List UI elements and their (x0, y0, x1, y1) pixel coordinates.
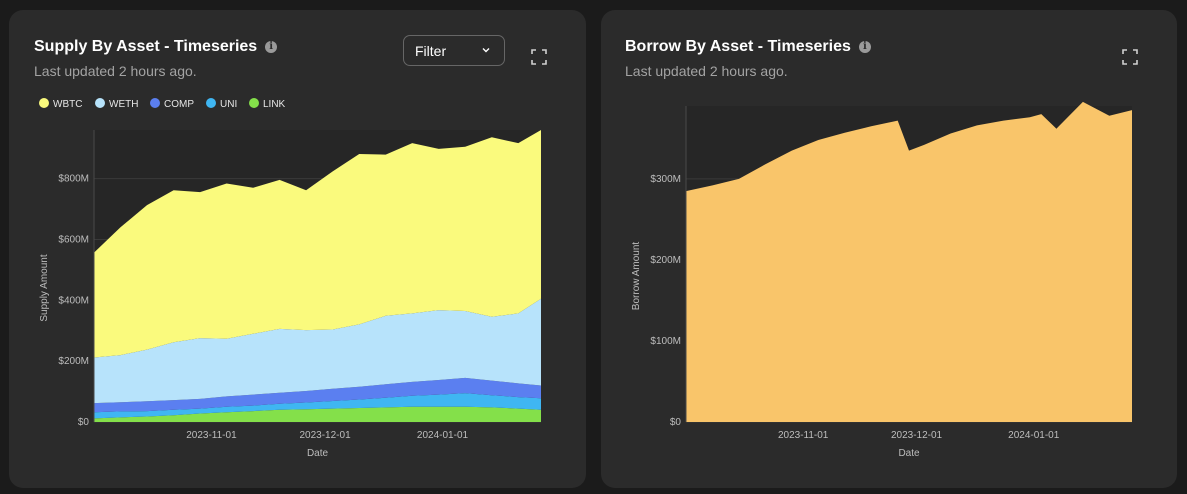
legend-dot (249, 98, 259, 108)
y-axis-label: Supply Amount (39, 254, 50, 321)
x-tick-label: 2024-01-01 (1008, 430, 1060, 441)
y-axis-label: Borrow Amount (631, 242, 642, 311)
legend-dot (150, 98, 160, 108)
x-tick-label: 2023-11-01 (778, 430, 829, 441)
filter-dropdown[interactable]: Filter (403, 35, 505, 66)
supply-card: Supply By Asset - Timeseries i Last updat… (9, 10, 586, 488)
info-icon[interactable]: i (858, 41, 871, 53)
y-tick-label: $800M (58, 174, 89, 185)
supply-title: Supply By Asset - Timeseries i (34, 38, 278, 56)
borrow-title: Borrow By Asset - Timeseries i (625, 38, 871, 56)
x-tick-label: 2024-01-01 (417, 430, 469, 441)
area-series-comp[interactable] (94, 377, 541, 413)
supply-title-text: Supply By Asset - Timeseries (34, 38, 258, 55)
legend-item-link[interactable]: LINK (249, 98, 285, 110)
legend-dot (206, 98, 216, 108)
borrow-chart: $0 $100M $200M $300M 2023-11-01 2023-12-01 202… (631, 101, 1132, 459)
filter-label: Filter (415, 43, 447, 59)
x-axis-label: Date (898, 448, 920, 459)
y-tick-label: $0 (670, 417, 682, 428)
legend-dot (95, 98, 105, 108)
x-tick-label: 2023-12-01 (891, 430, 943, 441)
area-series-wbtc[interactable] (94, 130, 541, 358)
legend-label: WETH (109, 99, 139, 110)
legend-label: UNI (220, 99, 238, 110)
legend-dot (39, 98, 49, 108)
borrow-subtitle: Last updated 2 hours ago. (625, 63, 788, 79)
borrow-card: Borrow By Asset - Timeseries i Last updat… (601, 10, 1177, 488)
x-axis-label: Date (307, 448, 329, 459)
legend-item-comp[interactable]: COMP (150, 98, 194, 110)
expand-icon[interactable] (531, 49, 547, 65)
area-series-borrow[interactable] (686, 101, 1132, 423)
chevron-down-icon (482, 48, 490, 53)
legend-item-wbtc[interactable]: WBTC (39, 98, 82, 110)
supply-chart: $0 $200M $400M $600M $800M 2023-11-01 2023-12-… (39, 130, 541, 459)
area-series-uni[interactable] (94, 393, 541, 419)
info-icon[interactable]: i (265, 41, 278, 53)
borrow-title-text: Borrow By Asset - Timeseries (625, 38, 851, 55)
y-tick-label: $200M (650, 255, 681, 266)
area-series-link[interactable] (94, 406, 541, 422)
y-tick-label: $300M (650, 174, 681, 185)
y-tick-label: $100M (650, 336, 681, 347)
legend-label: WBTC (53, 99, 83, 110)
legend-label: LINK (263, 99, 286, 110)
y-tick-label: $0 (78, 417, 90, 428)
x-tick-label: 2023-11-01 (186, 430, 237, 441)
expand-icon[interactable] (1122, 49, 1138, 65)
legend-label: COMP (164, 99, 194, 110)
x-tick-label: 2023-12-01 (299, 430, 351, 441)
legend-item-uni[interactable]: UNI (206, 98, 237, 110)
supply-subtitle: Last updated 2 hours ago. (34, 63, 197, 79)
y-tick-label: $600M (58, 235, 89, 246)
y-tick-label: $400M (58, 295, 89, 306)
legend-item-weth[interactable]: WETH (95, 98, 138, 110)
y-tick-label: $200M (58, 356, 89, 367)
area-series-weth[interactable] (94, 298, 541, 404)
